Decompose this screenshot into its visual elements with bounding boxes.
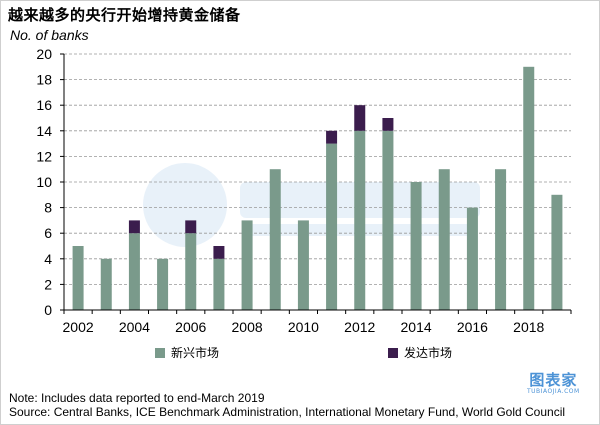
bar-emerging [326, 143, 338, 310]
y-tick-label: 18 [36, 72, 52, 88]
bar-emerging [410, 182, 422, 310]
legend-label-developed: 发达市场 [404, 345, 452, 360]
bar-developed [382, 118, 394, 131]
source-note: Source: Central Banks, ICE Benchmark Adm… [9, 405, 566, 419]
footnote: Note: Includes data reported to end-Marc… [9, 391, 265, 405]
x-tick-label: 2018 [513, 319, 544, 335]
y-tick-label: 0 [44, 302, 52, 318]
bar-emerging [269, 169, 281, 310]
gridlines [64, 53, 571, 285]
bar-emerging [466, 207, 478, 310]
bar-developed [326, 130, 338, 144]
bar-developed [185, 220, 197, 234]
chart-title: 越来越多的央行开始增持黄金储备 [8, 6, 241, 24]
bar-emerging [100, 258, 112, 310]
axes [60, 53, 572, 314]
brand-domain: TUBIAOJIA.COM [527, 388, 580, 395]
bar-emerging [128, 233, 140, 310]
legend-label-emerging: 新兴市场 [171, 345, 219, 360]
x-tick-label: 2006 [175, 319, 206, 335]
bar-developed [128, 220, 140, 234]
bar-emerging [495, 169, 507, 310]
y-tick-label: 12 [36, 148, 52, 164]
bar-emerging [241, 220, 253, 310]
bar-emerging [523, 66, 535, 310]
bars [72, 66, 563, 310]
legend-swatch-emerging [155, 348, 165, 358]
legend: 新兴市场 发达市场 [155, 345, 452, 360]
y-tick-label: 16 [36, 97, 52, 113]
x-tick-label: 2012 [344, 319, 375, 335]
bar-developed [354, 105, 366, 131]
bar-developed [213, 246, 225, 259]
x-tick-label: 2008 [232, 319, 263, 335]
bar-emerging [438, 169, 450, 310]
y-tick-label: 2 [44, 276, 52, 292]
legend-swatch-developed [388, 348, 398, 358]
y-tick-label: 4 [44, 251, 52, 267]
y-axis-unit-label: No. of banks [10, 27, 89, 43]
x-tick-label: 2004 [119, 319, 150, 335]
bar-emerging [382, 130, 394, 310]
y-tick-label: 10 [36, 174, 52, 190]
y-tick-label: 20 [36, 46, 52, 62]
brand-logo: 图表家 TUBIAOJIA.COM [527, 373, 580, 395]
y-tick-label: 14 [36, 123, 52, 139]
x-tick-labels: 2002 2004 2006 2008 2010 2012 2014 2016 2018 [63, 319, 545, 335]
y-tick-labels: 0 2 4 6 8 10 12 14 16 18 20 [36, 46, 52, 318]
x-tick-label: 2002 [63, 319, 94, 335]
bar-emerging [157, 258, 169, 310]
y-tick-label: 8 [44, 200, 52, 216]
x-tick-label: 2014 [401, 319, 432, 335]
bar-emerging [213, 258, 225, 310]
bar-emerging [551, 194, 563, 310]
bar-emerging [185, 233, 197, 310]
bar-emerging [297, 220, 309, 310]
y-tick-label: 6 [44, 225, 52, 241]
x-tick-label: 2010 [288, 319, 319, 335]
bar-emerging [72, 246, 84, 310]
x-tick-label: 2016 [457, 319, 488, 335]
bar-emerging [354, 130, 366, 310]
brand-name: 图表家 [529, 371, 578, 389]
